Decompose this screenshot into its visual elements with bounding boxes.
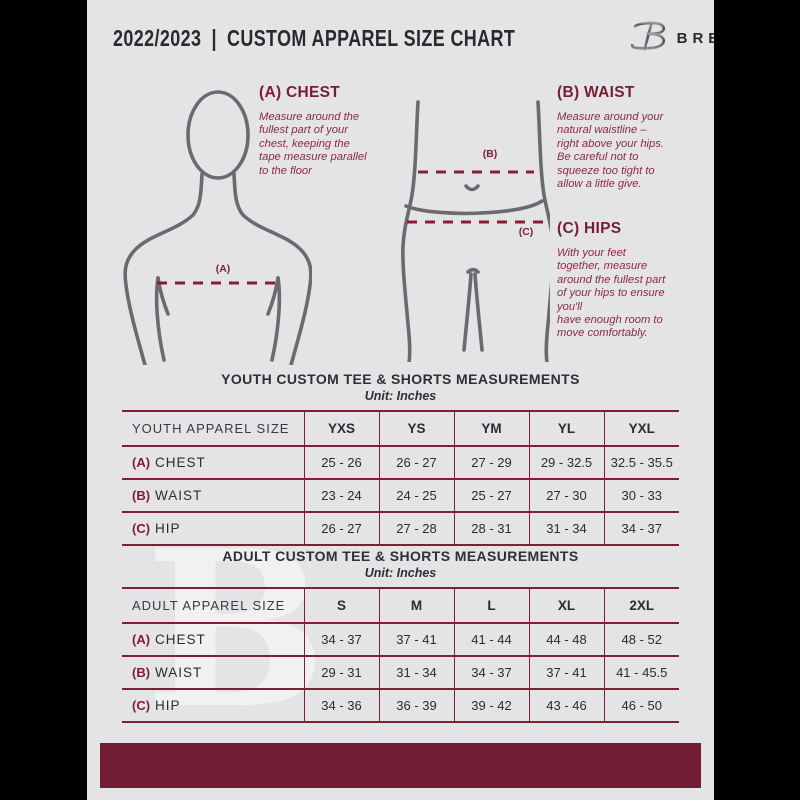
adult-size-xl: XL	[528, 587, 604, 623]
waist-line-label: (B)	[482, 148, 498, 160]
table-cell: 32.5 - 35.5	[603, 445, 679, 479]
adult-size-m: M	[378, 587, 454, 623]
breakaway-monogram-icon	[629, 19, 669, 58]
table-cell: 29 - 32.5	[528, 445, 604, 479]
table-cell: 34 - 37	[303, 622, 379, 656]
youth-size-yl: YL	[528, 410, 604, 446]
torso-silhouette-figure	[112, 75, 313, 370]
waist-guide: (B) WAIST Measure around your natural wa…	[557, 84, 709, 191]
table-cell: 29 - 31	[303, 655, 379, 689]
header: 2022/2023 | CUSTOM APPAREL SIZE CHART	[87, 0, 714, 76]
table-row: (A) CHEST 25 - 26 26 - 27 27 - 29 29 - 32…	[122, 445, 679, 479]
adult-table-header-row: ADULT APPAREL SIZE S M L XL 2XL	[122, 587, 679, 623]
table-cell: 39 - 42	[453, 688, 529, 723]
hips-guide-heading: (C) HIPS	[557, 220, 622, 237]
waist-guide-heading: (B) WAIST	[557, 84, 635, 101]
hips-guide-description: With your feet together, measure around …	[557, 247, 666, 340]
youth-size-ym: YM	[453, 410, 529, 446]
table-cell: 24 - 25	[378, 478, 454, 512]
adult-chest-label: (A) CHEST	[122, 622, 304, 656]
adult-section-unit: Unit: Inches	[364, 566, 437, 580]
table-cell: 31 - 34	[378, 655, 454, 689]
adult-waist-label: (B) WAIST	[122, 655, 304, 689]
season-label: 2022/2023	[113, 24, 202, 51]
youth-waist-label: (B) WAIST	[122, 478, 304, 512]
hips-guide: (C) HIPS With your feet together, measur…	[557, 220, 709, 341]
page-title: 2022/2023 | CUSTOM APPAREL SIZE CHART	[113, 25, 515, 52]
youth-section-unit: Unit: Inches	[364, 389, 437, 403]
youth-table-header-row: YOUTH APPAREL SIZE YXS YS YM YL YXL	[122, 410, 679, 446]
youth-hip-label: (C) HIP	[122, 511, 304, 546]
table-row: (C) HIP 34 - 36 36 - 39 39 - 42 43 - 46 4…	[122, 688, 679, 723]
youth-size-column-label: YOUTH APPAREL SIZE	[122, 410, 304, 446]
table-cell: 43 - 46	[528, 688, 604, 723]
adult-size-table: ADULT APPAREL SIZE S M L XL 2XL (A) CHEST…	[122, 587, 679, 723]
adult-size-s: S	[303, 587, 379, 623]
table-cell: 25 - 26	[303, 445, 379, 479]
table-cell: 36 - 39	[378, 688, 454, 723]
table-cell: 23 - 24	[303, 478, 379, 512]
chest-guide-description: Measure around the fullest part of your …	[259, 111, 367, 177]
table-row: (A) CHEST 34 - 37 37 - 41 41 - 44 44 - 48…	[122, 622, 679, 656]
table-cell: 34 - 37	[453, 655, 529, 689]
table-cell: 41 - 44	[453, 622, 529, 656]
table-cell: 25 - 27	[453, 478, 529, 512]
table-cell: 48 - 52	[603, 622, 679, 656]
table-cell: 31 - 34	[528, 511, 604, 546]
adult-hip-label: (C) HIP	[122, 688, 304, 723]
footer-accent-bar	[100, 743, 701, 788]
table-cell: 37 - 41	[378, 622, 454, 656]
chest-guide-heading: (A) CHEST	[259, 84, 341, 101]
table-row: (B) WAIST 29 - 31 31 - 34 34 - 37 37 - 41…	[122, 655, 679, 689]
chart-title: CUSTOM APPAREL SIZE CHART	[227, 24, 516, 51]
adult-size-l: L	[453, 587, 529, 623]
size-chart-page: B 2022/2023 | CUSTOM APPAREL SIZE CHART	[87, 0, 714, 800]
youth-size-table: YOUTH APPAREL SIZE YXS YS YM YL YXL (A) C…	[122, 410, 679, 546]
table-cell: 26 - 27	[378, 445, 454, 479]
adult-section-title: ADULT CUSTOM TEE & SHORTS MEASUREMENTS	[222, 548, 579, 564]
youth-section-title: YOUTH CUSTOM TEE & SHORTS MEASUREMENTS	[221, 371, 580, 387]
hip-line-label: (C)	[518, 226, 534, 238]
chest-line-label: (A)	[215, 263, 231, 275]
table-cell: 46 - 50	[603, 688, 679, 723]
table-cell: 27 - 29	[453, 445, 529, 479]
waist-guide-description: Measure around your natural waistline – …	[557, 111, 664, 191]
table-cell: 34 - 36	[303, 688, 379, 723]
table-cell: 34 - 37	[603, 511, 679, 546]
table-cell: 41 - 45.5	[603, 655, 679, 689]
youth-size-yxs: YXS	[303, 410, 379, 446]
brand-name: BREAKAWAY	[676, 29, 714, 47]
chest-guide: (A) CHEST Measure around the fullest par…	[259, 84, 409, 178]
table-cell: 37 - 41	[528, 655, 604, 689]
title-separator: |	[211, 24, 217, 51]
table-cell: 27 - 28	[378, 511, 454, 546]
table-cell: 27 - 30	[528, 478, 604, 512]
table-cell: 28 - 31	[453, 511, 529, 546]
table-row: (B) WAIST 23 - 24 24 - 25 25 - 27 27 - 30…	[122, 478, 679, 512]
adult-size-2xl: 2XL	[603, 587, 679, 623]
table-cell: 44 - 48	[528, 622, 604, 656]
table-cell: 30 - 33	[603, 478, 679, 512]
brand-logo: BREAKAWAY	[629, 19, 714, 58]
table-row: (C) HIP 26 - 27 27 - 28 28 - 31 31 - 34 3…	[122, 511, 679, 546]
adult-size-column-label: ADULT APPAREL SIZE	[122, 587, 304, 623]
table-cell: 26 - 27	[303, 511, 379, 546]
youth-size-yxl: YXL	[603, 410, 679, 446]
youth-chest-label: (A) CHEST	[122, 445, 304, 479]
youth-size-ys: YS	[378, 410, 454, 446]
